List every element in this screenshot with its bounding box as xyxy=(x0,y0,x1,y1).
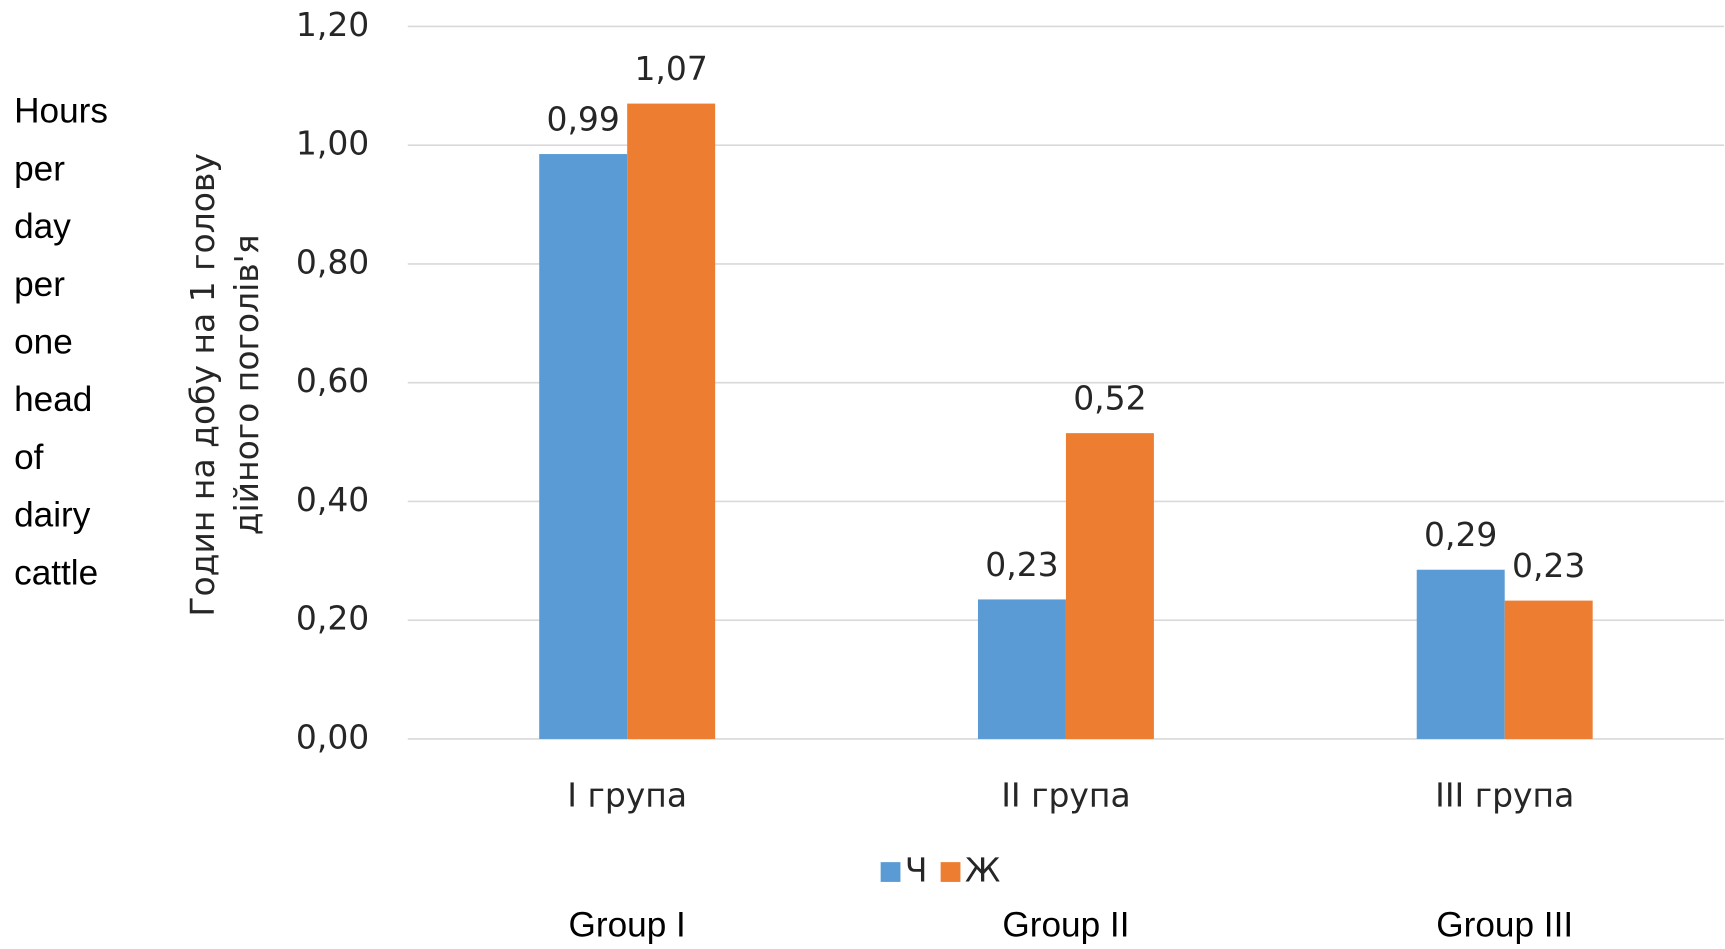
x-tick-label: I група xyxy=(567,776,687,815)
side-note-line: per xyxy=(14,265,65,304)
group-label: Group III xyxy=(1436,905,1573,944)
y-tick-label: 0,20 xyxy=(296,599,369,638)
data-label: 0,23 xyxy=(1512,546,1585,585)
y-axis-label-line: Годин на добу на 1 голову xyxy=(183,153,222,616)
y-tick-label: 1,00 xyxy=(296,124,369,163)
x-tick-label: III група xyxy=(1435,776,1574,815)
side-note-line: of xyxy=(14,438,44,477)
side-note-line: one xyxy=(14,322,73,361)
y-tick-label: 0,60 xyxy=(296,361,369,400)
bar xyxy=(1416,569,1505,739)
side-note-line: Hours xyxy=(14,92,108,131)
legend-swatch xyxy=(940,862,961,882)
legend-swatch xyxy=(880,862,901,882)
bar xyxy=(1504,600,1593,739)
y-axis-label: Годин на добу на 1 голову дійного поголів… xyxy=(183,153,266,616)
data-label: 0,29 xyxy=(1424,515,1497,554)
side-note-line: head xyxy=(14,380,92,419)
y-axis-label-line: дійного поголів'я xyxy=(227,234,266,535)
side-note-line: cattle xyxy=(14,553,98,592)
bar xyxy=(977,599,1066,739)
y-tick-label: 0,40 xyxy=(296,480,369,519)
side-note-line: dairy xyxy=(14,496,91,535)
side-note-line: per xyxy=(14,149,65,188)
data-label: 0,99 xyxy=(546,100,619,139)
x-tick-label: II група xyxy=(1001,776,1130,815)
y-tick-label: 0,80 xyxy=(296,242,369,281)
y-tick-label: 1,20 xyxy=(296,5,369,44)
group-label: Group I xyxy=(569,905,686,944)
bar xyxy=(627,103,716,739)
legend-label: Ж xyxy=(965,851,1001,890)
data-label: 0,52 xyxy=(1073,379,1146,418)
data-label: 0,23 xyxy=(985,545,1058,584)
side-note-line: day xyxy=(14,207,71,246)
bar xyxy=(539,154,628,739)
y-tick-label: 0,00 xyxy=(296,717,369,756)
data-label: 1,07 xyxy=(634,49,707,88)
legend-label: Ч xyxy=(905,851,928,890)
bar xyxy=(1065,433,1154,739)
group-label: Group II xyxy=(1002,905,1129,944)
